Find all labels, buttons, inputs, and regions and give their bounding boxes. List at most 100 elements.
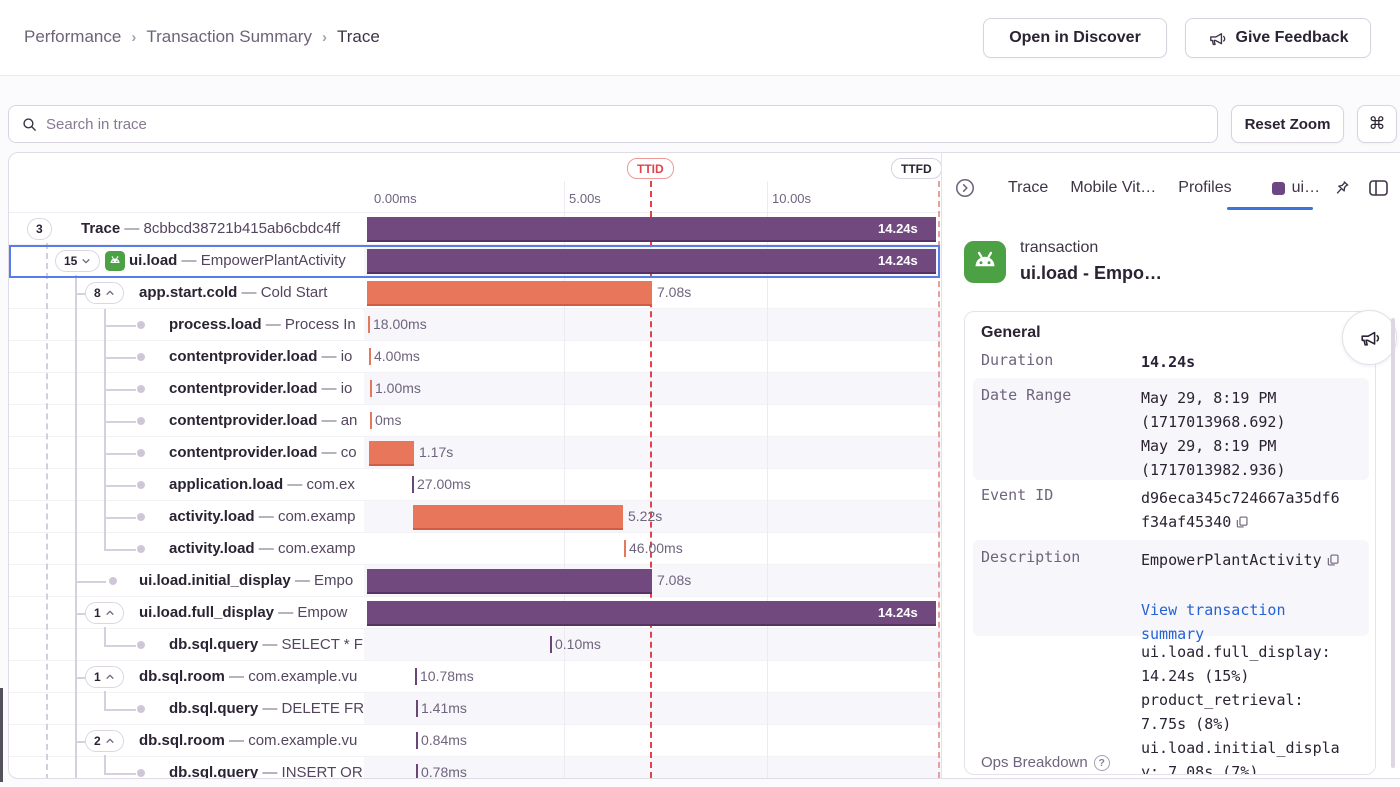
tree-cell[interactable]: db.sql.query — SELECT * F <box>9 629 364 660</box>
tree-cell[interactable]: 1ui.load.full_display — Empow <box>9 597 364 628</box>
timeline-cell[interactable]: 46.00ms <box>364 533 941 564</box>
duration-bar[interactable] <box>367 569 652 594</box>
child-count: 15 <box>64 254 77 268</box>
tree-cell[interactable]: ui.load.initial_display — Empo <box>9 565 364 596</box>
timeline-cell[interactable]: 7.08s <box>364 277 941 308</box>
command-shortcut-button[interactable]: ⌘ <box>1357 105 1397 143</box>
timeline-cell[interactable]: 14.24s <box>364 597 941 628</box>
child-count: 2 <box>94 734 101 748</box>
trace-row-contentprovider.load[interactable]: contentprovider.load — io 4.00ms <box>9 341 941 373</box>
child-count-pill[interactable]: 3 <box>27 218 52 240</box>
tree-cell[interactable]: contentprovider.load — an <box>9 405 364 436</box>
duration-bar[interactable] <box>367 217 936 242</box>
megaphone-icon <box>1208 29 1227 48</box>
left-edge-scrollbar[interactable] <box>0 688 3 782</box>
expand-panel-icon[interactable] <box>954 177 976 199</box>
trace-row-db.sql.query[interactable]: db.sql.query — DELETE FR1.41ms <box>9 693 941 725</box>
timeline-cell[interactable]: 0.78ms <box>364 757 941 779</box>
trace-row-contentprovider.load[interactable]: contentprovider.load — co1.17s <box>9 437 941 469</box>
timeline-cell[interactable]: 0.84ms <box>364 725 941 756</box>
timeline-cell[interactable]: 4.00ms <box>364 341 941 372</box>
child-count-pill[interactable]: 8 <box>85 282 124 304</box>
ttid-badge[interactable]: TTID <box>627 158 674 179</box>
tab-mobile-vitals[interactable]: Mobile Vit… <box>1070 179 1156 197</box>
tree-cell[interactable]: application.load — com.ex <box>9 469 364 500</box>
trace-row-activity.load[interactable]: activity.load — com.examp5.22s <box>9 501 941 533</box>
tree-cell[interactable]: db.sql.query — DELETE FR <box>9 693 364 724</box>
tree-cell[interactable]: 1 db.sql.room — com.example.vu <box>9 661 364 692</box>
child-count-pill[interactable]: 1 <box>85 602 124 624</box>
reset-zoom-button[interactable]: Reset Zoom <box>1231 105 1344 143</box>
copy-icon[interactable] <box>1326 550 1340 574</box>
duration-bar[interactable] <box>369 441 414 466</box>
tree-cell[interactable]: process.load — Process In <box>9 309 364 340</box>
timeline-cell[interactable]: 7.08s <box>364 565 941 596</box>
duration-label: 14.24s <box>878 597 918 628</box>
duration-bar[interactable] <box>367 601 936 626</box>
trace-row-activity.load[interactable]: activity.load — com.examp46.00ms <box>9 533 941 565</box>
copy-icon[interactable] <box>1235 512 1249 536</box>
trace-search-bar[interactable] <box>8 105 1218 143</box>
timeline-cell[interactable]: 10.78ms <box>364 661 941 692</box>
trace-row-application.load[interactable]: application.load — com.ex27.00ms <box>9 469 941 501</box>
feedback-float-button[interactable] <box>1342 310 1397 365</box>
timeline-cell[interactable]: 0.10ms <box>364 629 941 660</box>
trace-row-db.sql.room[interactable]: 2db.sql.room — com.example.vu0.84ms <box>9 725 941 757</box>
tab-active-transaction[interactable]: ui… <box>1272 179 1320 197</box>
span-label: db.sql.room — com.example.vu <box>139 661 357 692</box>
tree-cell[interactable]: contentprovider.load — co <box>9 437 364 468</box>
search-input[interactable] <box>46 116 1205 133</box>
child-count-pill[interactable]: 2 <box>85 730 124 752</box>
trace-row-ui.load.initial_display[interactable]: ui.load.initial_display — Empo7.08s <box>9 565 941 597</box>
span-label: contentprovider.load — io <box>169 341 352 372</box>
timeline-cell[interactable]: 18.00ms <box>364 309 941 340</box>
tree-cell[interactable]: db.sql.query — INSERT OR <box>9 757 364 779</box>
tree-cell[interactable]: contentprovider.load — io <box>9 341 364 372</box>
trace-row-contentprovider.load[interactable]: contentprovider.load — io1.00ms <box>9 373 941 405</box>
trace-row-contentprovider.load[interactable]: contentprovider.load — an0ms <box>9 405 941 437</box>
tree-cell[interactable]: activity.load — com.examp <box>9 501 364 532</box>
duration-tick <box>370 412 372 429</box>
tree-cell[interactable]: 15ui.load — EmpowerPlantActivity <box>9 245 364 276</box>
trace-row-ui.load[interactable]: 15ui.load — EmpowerPlantActivity14.24s <box>9 245 941 277</box>
timeline-cell[interactable]: 14.24s <box>364 245 941 276</box>
tab-trace[interactable]: Trace <box>1008 179 1048 197</box>
detail-panel-scrollbar[interactable] <box>1391 318 1395 768</box>
timeline-cell[interactable]: 0ms <box>364 405 941 436</box>
duration-label: 4.00ms <box>374 341 420 372</box>
open-in-discover-button[interactable]: Open in Discover <box>983 18 1167 58</box>
timeline-cell[interactable]: 27.00ms <box>364 469 941 500</box>
tree-cell[interactable]: 8app.start.cold — Cold Start <box>9 277 364 308</box>
tree-cell[interactable]: contentprovider.load — io <box>9 373 364 404</box>
child-count-pill[interactable]: 1 <box>85 666 124 688</box>
trace-row-process.load[interactable]: process.load — Process In18.00ms <box>9 309 941 341</box>
help-icon[interactable]: ? <box>1094 755 1110 771</box>
trace-row-ui.load.full_display[interactable]: 1ui.load.full_display — Empow 14.24s <box>9 597 941 629</box>
duration-bar[interactable] <box>367 281 652 306</box>
breadcrumb-performance[interactable]: Performance <box>24 27 121 47</box>
give-feedback-button[interactable]: Give Feedback <box>1185 18 1371 58</box>
trace-row-db.sql.room[interactable]: 1 db.sql.room — com.example.vu10.78ms <box>9 661 941 693</box>
trace-row-Trace[interactable]: 3Trace — 8cbbcd38721b415ab6cbdc4ff14.24s <box>9 213 941 245</box>
pin-icon[interactable] <box>1332 179 1351 198</box>
tree-cell[interactable]: 3Trace — 8cbbcd38721b415ab6cbdc4ff <box>9 213 364 244</box>
duration-bar[interactable] <box>413 505 623 530</box>
ttfd-badge[interactable]: TTFD <box>891 158 942 179</box>
child-count-pill[interactable]: 15 <box>55 250 100 272</box>
tree-cell[interactable]: activity.load — com.examp <box>9 533 364 564</box>
timeline-cell[interactable]: 1.17s <box>364 437 941 468</box>
timeline-cell[interactable]: 1.00ms <box>364 373 941 404</box>
trace-row-db.sql.query[interactable]: db.sql.query — SELECT * F0.10ms <box>9 629 941 661</box>
tree-cell[interactable]: 2db.sql.room — com.example.vu <box>9 725 364 756</box>
timeline-cell[interactable]: 5.22s <box>364 501 941 532</box>
child-count: 3 <box>36 222 43 236</box>
layout-left-dock-icon[interactable] <box>1369 180 1388 196</box>
tab-profiles[interactable]: Profiles <box>1178 179 1231 197</box>
span-dot <box>137 513 145 521</box>
timeline-cell[interactable]: 1.41ms <box>364 693 941 724</box>
trace-row-db.sql.query[interactable]: db.sql.query — INSERT OR0.78ms <box>9 757 941 779</box>
timeline-cell[interactable]: 14.24s <box>364 213 941 244</box>
trace-row-app.start.cold[interactable]: 8app.start.cold — Cold Start7.08s <box>9 277 941 309</box>
duration-bar[interactable] <box>367 249 936 274</box>
breadcrumb-transaction-summary[interactable]: Transaction Summary <box>146 27 312 47</box>
